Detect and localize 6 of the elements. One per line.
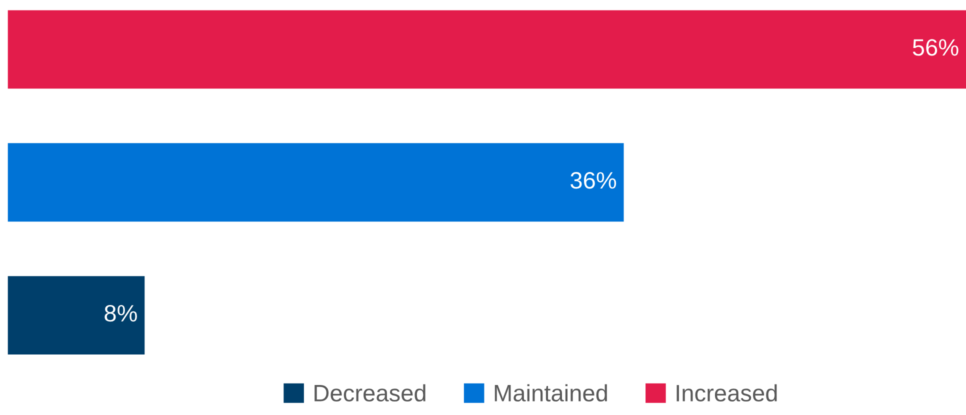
data-label: 36%: [570, 172, 616, 189]
legend-label: Increased: [676, 384, 777, 402]
data-label: 56%: [912, 39, 958, 56]
data-label: 8%: [104, 304, 137, 322]
legend-label: Decreased: [314, 384, 426, 402]
legend-label: Maintained: [494, 384, 607, 402]
